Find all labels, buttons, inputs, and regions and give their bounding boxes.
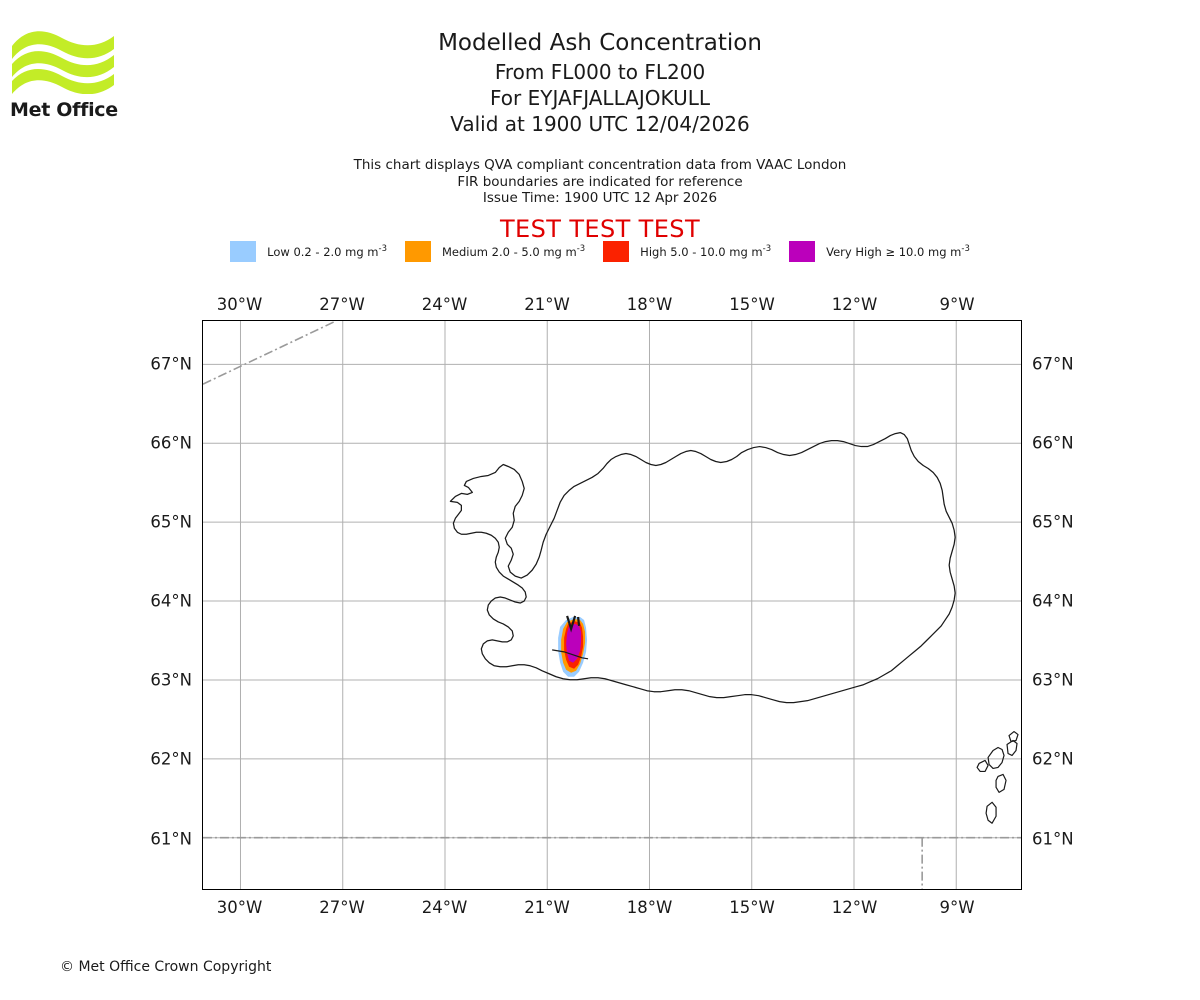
description-line-2: FIR boundaries are indicated for referen…: [457, 173, 743, 190]
concentration-legend: Low 0.2 - 2.0 mg m-3 Medium 2.0 - 5.0 mg…: [0, 241, 1200, 262]
x-tick-label: 12°W: [831, 295, 878, 314]
legend-item-medium: Medium 2.0 - 5.0 mg m-3: [404, 241, 586, 262]
y-tick-label-right: 66°N: [1032, 433, 1074, 453]
issue-time: Issue Time: 1900 UTC 12 Apr 2026: [482, 190, 718, 206]
legend-swatch-very-high: [789, 241, 816, 262]
y-tick-label-left: 66°N: [150, 433, 192, 453]
x-tick-label: 18°W: [626, 898, 673, 917]
y-tick-label-right: 61°N: [1032, 829, 1074, 849]
x-tick-label: 15°W: [729, 898, 775, 917]
ash-contour-very-high: [566, 623, 582, 663]
legend-label-medium: Medium 2.0 - 5.0 mg m-3: [441, 244, 586, 259]
coastline-over-plume: [552, 615, 589, 660]
volcano-name: For EYJAFJALLAJOKULL: [490, 86, 710, 110]
flight-level-range: From FL000 to FL200: [494, 60, 706, 84]
legend-label-high: High 5.0 - 10.0 mg m-3: [640, 244, 772, 259]
met-office-wave-logo: [12, 31, 114, 95]
chart-title-block: Modelled Ash Concentration From FL000 to…: [0, 28, 1200, 137]
copyright-notice: © Met Office Crown Copyright: [60, 959, 272, 975]
map-canvas: [203, 321, 1021, 889]
logo-text: Met Office: [10, 99, 118, 121]
legend-swatch-low: [230, 241, 257, 262]
x-tick-label: 24°W: [421, 898, 468, 917]
y-tick-label-left: 65°N: [150, 512, 192, 532]
x-tick-label: 30°W: [216, 898, 263, 917]
legend-swatch-high: [603, 241, 630, 262]
y-tick-label-right: 65°N: [1032, 512, 1074, 532]
y-tick-label-left: 67°N: [150, 354, 192, 374]
y-tick-label-right: 67°N: [1032, 354, 1074, 374]
x-tick-label: 9°W: [939, 295, 975, 314]
legend-item-high: High 5.0 - 10.0 mg m-3: [603, 241, 771, 262]
legend-label-very-high: Very High ≥ 10.0 mg m-3: [826, 244, 970, 259]
chart-description-block: This chart displays QVA compliant concen…: [0, 157, 1200, 207]
page-title: Modelled Ash Concentration: [438, 30, 762, 56]
coastline-faroe-islands: [976, 730, 1019, 824]
x-tick-label: 27°W: [319, 898, 365, 917]
y-tick-label-left: 63°N: [150, 670, 192, 690]
y-tick-label-left: 64°N: [150, 591, 192, 611]
fir-boundaries: [203, 321, 1021, 889]
test-banner: TEST TEST TEST: [499, 215, 700, 243]
x-tick-label: 21°W: [524, 898, 570, 917]
x-tick-label: 15°W: [729, 295, 775, 314]
x-tick-label: 21°W: [524, 295, 570, 314]
valid-time: Valid at 1900 UTC 12/04/2026: [450, 112, 750, 136]
x-tick-label: 18°W: [626, 295, 673, 314]
map-gridlines: [203, 321, 1021, 889]
x-tick-label: 24°W: [421, 295, 468, 314]
legend-item-very-high: Very High ≥ 10.0 mg m-3: [789, 241, 970, 262]
y-tick-label-left: 61°N: [150, 829, 192, 849]
description-line-1: This chart displays QVA compliant concen…: [353, 157, 847, 173]
x-tick-label: 12°W: [831, 898, 878, 917]
x-tick-label: 27°W: [319, 295, 365, 314]
met-office-logo: Met Office: [10, 22, 130, 121]
y-tick-label-left: 62°N: [150, 749, 192, 769]
y-tick-label-right: 64°N: [1032, 591, 1074, 611]
legend-item-low: Low 0.2 - 2.0 mg m-3: [230, 241, 387, 262]
legend-label-low: Low 0.2 - 2.0 mg m-3: [267, 244, 387, 259]
map-plot-area[interactable]: [202, 320, 1022, 890]
x-tick-label: 9°W: [939, 898, 975, 917]
y-tick-label-right: 62°N: [1032, 749, 1074, 769]
y-tick-label-right: 63°N: [1032, 670, 1074, 690]
coastline-iceland: [449, 431, 956, 704]
x-tick-label: 30°W: [216, 295, 263, 314]
legend-swatch-medium: [404, 241, 431, 262]
